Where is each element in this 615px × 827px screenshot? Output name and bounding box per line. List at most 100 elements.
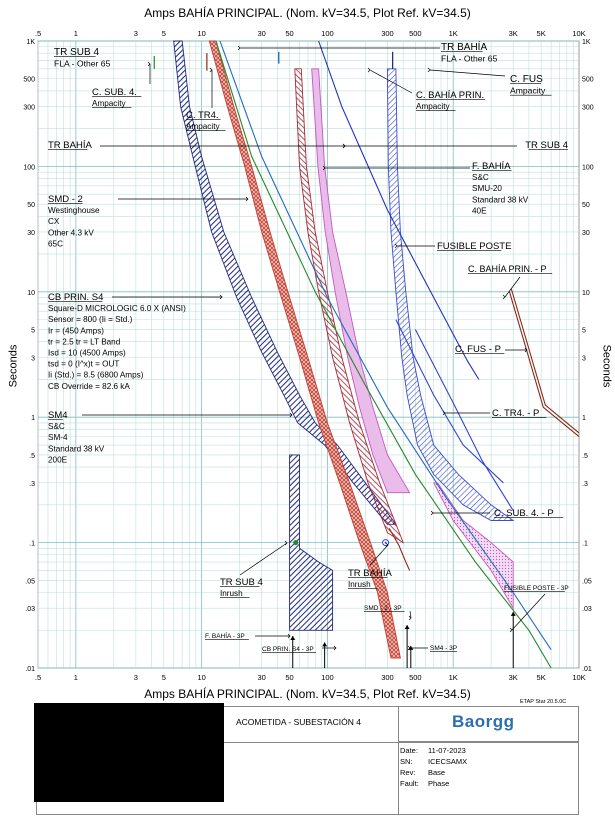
y-tick-label-right: .05 [582, 578, 592, 585]
annotation-line: TR SUB 4 [525, 140, 568, 151]
annotation-leader [511, 593, 546, 631]
annotation-arrow [342, 143, 346, 149]
curve-bands [173, 40, 515, 659]
curve-lines [153, 40, 580, 669]
x-tick-label-top: 3 [134, 29, 138, 38]
x-tick-label-top: 10 [197, 29, 205, 38]
annotation-line: SM4 [48, 410, 68, 421]
y-tick-label-left: .03 [25, 606, 35, 613]
annotation-arrow [245, 196, 249, 202]
y-tick-label-right: 1 [582, 415, 586, 422]
x-tick-label-top: .5 [35, 29, 41, 38]
x-tick-label-bottom: 1 [74, 673, 78, 682]
series-c-sub-4-p-upper- [414, 329, 514, 511]
y-tick-label-right: .01 [582, 666, 592, 673]
annotation-line: C. FUS - P [455, 344, 501, 355]
annotation: C. BAHÍA PRIN. - P [468, 264, 553, 300]
annotation-line: SM4 - 3P [430, 645, 457, 652]
chart-title: Amps BAHÍA PRINCIPAL. (Nom. kV=34.5, Plo… [144, 6, 471, 20]
annotation-line: C. TR4. - P [492, 408, 539, 419]
series-c-tr4-ampacity [219, 40, 552, 651]
annotation-leader [369, 69, 413, 94]
annotation-line: FLA - Other 65 [54, 59, 111, 69]
annotation-line: TR BAHÍA [48, 140, 92, 151]
annotation-line: F. BAHÍA - 3P [205, 631, 245, 640]
annotation-line: FUSIBLE POSTE - 3P [504, 585, 569, 592]
annotation-line: FLA - Other 65 [441, 54, 498, 64]
annotation-line: C. SUB. 4. [92, 87, 137, 98]
annotation-line: SMD - 2 - 3P [364, 605, 402, 612]
annotation-line: Inrush [348, 580, 371, 589]
x-tick-label-bottom: 50 [285, 673, 293, 682]
y-tick-label-right: 300 [582, 105, 594, 112]
y-tick-label-left: 500 [23, 77, 35, 84]
x-tick-label-bottom: 3 [134, 673, 138, 682]
annotation-arrow [442, 410, 446, 416]
annotation: C. SUB. 4. - P [430, 508, 564, 519]
y-tick-label-right: 3 [582, 355, 586, 362]
x-tick-label-top: 5 [162, 29, 166, 38]
annotation: SM4 - 3P [407, 645, 457, 652]
annotation-line: C. BAHÍA PRIN. [416, 90, 484, 101]
fault-arrow-3p [290, 635, 296, 640]
fault-arrow-3p [510, 611, 516, 616]
y-tick-label-left: .3 [29, 481, 35, 488]
x-tick-label-top: 10K [572, 29, 585, 38]
y-tick-label-right: 100 [582, 164, 594, 171]
annotation-arrow [430, 510, 434, 516]
x-tick-label-bottom: 30 [257, 673, 265, 682]
x-tick-label-bottom: 10K [572, 673, 585, 682]
annotation: F. BAHÍA - 3P [205, 631, 291, 640]
annotation-leader [429, 69, 506, 77]
annotation-arrow [427, 67, 431, 73]
y-tick-label-right: 5 [582, 328, 586, 335]
rev-key: Rev: [400, 768, 416, 777]
y-tick-label-right: .1 [582, 541, 588, 548]
x-tick-label-top: 300 [381, 29, 394, 38]
annotation-line: SM-4 [48, 433, 68, 442]
y-tick-label-left: 300 [23, 105, 35, 112]
x-tick-label-bottom: 3K [509, 673, 518, 682]
sn-value: ICECSAMX [428, 757, 468, 766]
y-tick-label-left: .5 [29, 453, 35, 460]
x-tick-label-top: 3K [509, 29, 518, 38]
band-smd-2 [294, 68, 405, 544]
x-tick-label-top: 50 [285, 29, 293, 38]
annotation: TR SUB 4 [342, 140, 568, 151]
y-tick-label-right: 1K [582, 39, 591, 46]
annotation-arrow [333, 645, 337, 651]
annotation-line: FUSIBLE POSTE [437, 241, 511, 252]
annotation-line: TR BAHÍA [348, 568, 392, 579]
annotation-line: Ampacity [416, 102, 450, 111]
annotation-arrow [367, 67, 371, 73]
annotation-arrow [408, 615, 412, 621]
annotation-line: SMU-20 [472, 184, 502, 193]
annotation-line: Ir = (450 Amps) [48, 326, 104, 335]
annotation-leader [504, 276, 521, 298]
chart-title-bottom: Amps BAHÍA PRINCIPAL. (Nom. kV=34.5, Plo… [144, 687, 471, 701]
y-tick-label-right: .3 [582, 481, 588, 488]
y-tick-label-left: 5 [31, 328, 35, 335]
redacted-area [34, 703, 224, 802]
annotation-line: Ii (Std.) = 8.5 (6800 Amps) [48, 371, 144, 380]
annotation-line: C. BAHÍA PRIN. - P [468, 264, 547, 274]
y-tick-label-right: .03 [582, 606, 592, 613]
annotation-line: 40E [472, 206, 487, 215]
x-tick-label-bottom: 5K [537, 673, 546, 682]
band-fusible-poste [386, 68, 515, 521]
annotation-line: Standard 38 kV [472, 195, 529, 204]
annotation: C. TR4. - P [442, 408, 547, 419]
annotation-leader [409, 610, 412, 619]
annotation-leader [369, 544, 389, 566]
annotation-arrow [284, 540, 288, 546]
annotation-arrow [394, 243, 398, 249]
project-name: ACOMETIDA - SUBESTACIÓN 4 [236, 717, 362, 727]
